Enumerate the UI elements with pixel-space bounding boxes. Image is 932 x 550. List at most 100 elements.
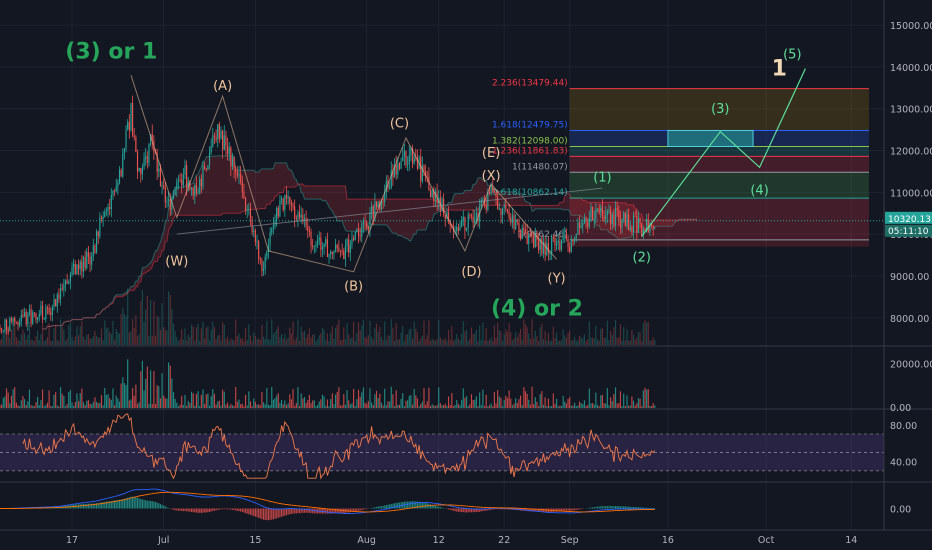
volume-bar: [226, 336, 229, 345]
volume-bar: [136, 335, 139, 345]
volume-bar: [464, 331, 466, 345]
macd-histogram-bar: [619, 506, 622, 509]
macd-histogram-bar: [107, 501, 109, 509]
candle-body: [28, 309, 31, 315]
volume-pane-bar: [397, 405, 399, 408]
candle-body: [547, 243, 549, 254]
candle-body: [359, 235, 361, 237]
volume-bar: [200, 328, 202, 345]
candle-body: [1, 328, 3, 331]
volume-pane-bar: [240, 404, 242, 408]
volume-bar: [531, 319, 533, 345]
volume-pane-bar: [434, 406, 437, 408]
volume-pane-bar: [312, 400, 314, 408]
volume-pane-bar: [182, 404, 184, 408]
volume-pane-bar: [243, 406, 245, 408]
candle-body: [97, 231, 99, 237]
volume-pane-bar: [524, 391, 527, 408]
volume-pane-bar: [624, 406, 626, 408]
macd-histogram-bar: [338, 508, 340, 514]
volume-pane-bar: [20, 400, 22, 408]
candle-body: [262, 268, 265, 272]
macd-histogram-bar: [323, 508, 325, 514]
volume-bar: [238, 333, 240, 345]
candle-body: [348, 239, 350, 253]
candle-body: [107, 207, 109, 211]
macd-histogram-bar: [186, 508, 188, 512]
candle-body: [169, 199, 171, 210]
candle-body: [585, 218, 587, 223]
volume-bar: [359, 330, 361, 345]
wave-label: (4) or 2: [491, 297, 583, 322]
candle-body: [549, 252, 551, 254]
volume-pane-bar: [505, 395, 507, 408]
volume-pane-bar: [403, 406, 405, 408]
volume-pane-bar: [166, 398, 168, 408]
elliott-wave-lines[interactable]: [130, 68, 806, 273]
candle-body: [497, 196, 499, 210]
volume-pane-bar: [19, 406, 21, 408]
macd-histogram-bar: [595, 506, 597, 509]
volume-pane-bar: [520, 395, 522, 408]
candle-body: [238, 174, 240, 176]
candle-body: [110, 194, 112, 209]
macd-histogram-bar: [569, 508, 571, 511]
volume-bar: [477, 340, 479, 345]
volume-bar: [27, 335, 29, 345]
volume-pane-bar: [244, 394, 247, 408]
candle-body: [493, 190, 495, 192]
macd-histogram-bar: [495, 508, 497, 510]
volume-pane-bar: [74, 402, 76, 408]
macd-histogram-bar: [130, 496, 132, 509]
volume-bar: [403, 340, 405, 345]
candle-body: [256, 241, 258, 243]
volume-pane-bar: [518, 399, 520, 408]
volume-pane-bar: [503, 399, 505, 408]
macd-histogram-bar: [295, 508, 297, 514]
macd-histogram-bar: [292, 508, 294, 514]
candle-body: [567, 238, 569, 247]
candle-body: [202, 165, 204, 187]
volume-bar: [276, 328, 278, 345]
volume-bar: [605, 337, 607, 345]
volume-pane-bar: [109, 398, 111, 408]
candle-body: [63, 284, 65, 290]
macd-histogram-bar: [438, 506, 440, 509]
candle-body: [495, 191, 497, 197]
candle-body: [187, 180, 189, 188]
candle-body: [208, 152, 211, 166]
macd-histogram-bar: [459, 508, 461, 513]
trend-line[interactable]: [176, 187, 603, 235]
macd-histogram-bar: [289, 508, 291, 515]
macd-histogram-bar: [465, 508, 468, 513]
volume-bar: [539, 327, 541, 345]
volume-pane-bar: [516, 402, 518, 408]
macd-histogram-bar: [497, 508, 499, 510]
projection-path[interactable]: [641, 68, 806, 237]
volume-bar: [487, 340, 489, 345]
volume-bar: [560, 340, 563, 345]
volume-bar: [392, 327, 394, 345]
volume-bar: [371, 336, 373, 345]
volume-bar: [538, 340, 540, 345]
macd-histogram-bar: [641, 507, 643, 509]
volume-pane-bar: [634, 405, 636, 408]
wave-abc-line[interactable]: [130, 75, 557, 273]
volume-bar: [642, 323, 644, 345]
volume-pane-bar: [184, 394, 186, 408]
volume-pane-bar: [313, 400, 315, 408]
volume-pane-bar: [605, 403, 607, 408]
macd-histogram-bar: [159, 504, 162, 509]
fib-extension[interactable]: 2.236(13479.44)1.618(12479.75)1.382(1209…: [492, 79, 869, 247]
volume-bar: [569, 330, 571, 345]
volume-bar: [132, 319, 134, 345]
macd-histogram-bar: [171, 508, 173, 510]
volume-bar: [102, 339, 104, 345]
volume-pane-bar: [63, 395, 65, 408]
volume-bar: [68, 325, 70, 345]
volume-bar: [637, 331, 640, 345]
price-tick-label: 13000.00: [890, 105, 932, 116]
volume-pane-bar: [138, 402, 140, 408]
macd-histogram-bar: [580, 508, 582, 510]
